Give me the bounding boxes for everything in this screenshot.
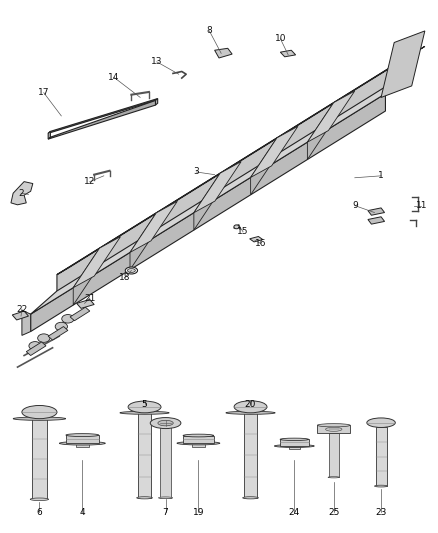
Polygon shape xyxy=(31,70,412,314)
Text: 7: 7 xyxy=(162,508,169,517)
Polygon shape xyxy=(155,99,158,105)
Bar xyxy=(244,413,257,498)
Text: 11: 11 xyxy=(416,201,427,210)
Ellipse shape xyxy=(128,401,161,413)
Bar xyxy=(280,439,309,446)
Ellipse shape xyxy=(243,497,258,499)
Bar xyxy=(192,443,205,447)
Ellipse shape xyxy=(150,417,181,429)
Bar xyxy=(138,413,151,498)
Text: 4: 4 xyxy=(80,508,85,517)
Ellipse shape xyxy=(317,424,350,427)
Ellipse shape xyxy=(177,441,220,445)
Polygon shape xyxy=(77,300,94,309)
Polygon shape xyxy=(48,327,68,340)
Ellipse shape xyxy=(274,445,314,447)
Text: 5: 5 xyxy=(141,400,148,408)
Polygon shape xyxy=(73,248,99,305)
Bar xyxy=(317,425,350,433)
Ellipse shape xyxy=(159,497,173,499)
Polygon shape xyxy=(381,31,425,98)
Polygon shape xyxy=(280,50,296,57)
Polygon shape xyxy=(368,217,385,224)
Text: 6: 6 xyxy=(36,508,42,517)
Bar xyxy=(376,427,387,486)
Ellipse shape xyxy=(55,322,67,331)
Bar xyxy=(183,435,214,443)
Ellipse shape xyxy=(234,401,267,413)
Ellipse shape xyxy=(62,314,74,323)
Ellipse shape xyxy=(183,434,214,437)
Text: 25: 25 xyxy=(328,508,339,517)
Bar xyxy=(32,419,47,499)
Text: 22: 22 xyxy=(16,305,28,313)
Ellipse shape xyxy=(280,438,308,441)
Polygon shape xyxy=(48,132,50,139)
Polygon shape xyxy=(31,94,385,332)
Ellipse shape xyxy=(325,427,342,431)
Text: 3: 3 xyxy=(193,167,199,176)
Text: 19: 19 xyxy=(193,508,204,517)
Bar xyxy=(329,433,339,478)
Polygon shape xyxy=(194,173,220,230)
Ellipse shape xyxy=(30,498,49,500)
Ellipse shape xyxy=(158,421,173,426)
Ellipse shape xyxy=(66,434,99,437)
Polygon shape xyxy=(22,310,31,335)
Text: 14: 14 xyxy=(108,73,120,82)
Polygon shape xyxy=(250,237,263,242)
Text: 15: 15 xyxy=(237,228,249,236)
Polygon shape xyxy=(48,100,155,139)
Ellipse shape xyxy=(22,406,57,419)
Text: 8: 8 xyxy=(206,27,212,35)
Polygon shape xyxy=(368,208,385,215)
Polygon shape xyxy=(215,49,232,58)
Bar xyxy=(160,427,171,498)
Text: 23: 23 xyxy=(375,508,387,517)
Polygon shape xyxy=(48,99,158,133)
Text: 2: 2 xyxy=(18,189,24,198)
Ellipse shape xyxy=(125,267,138,274)
Bar xyxy=(76,443,89,447)
Text: 1: 1 xyxy=(378,171,384,180)
Ellipse shape xyxy=(13,417,66,421)
Polygon shape xyxy=(251,126,298,177)
Polygon shape xyxy=(11,182,33,205)
Ellipse shape xyxy=(374,485,388,487)
Text: 10: 10 xyxy=(275,34,286,43)
Ellipse shape xyxy=(38,334,50,342)
Text: 18: 18 xyxy=(119,273,131,282)
Polygon shape xyxy=(194,161,241,213)
Ellipse shape xyxy=(137,497,152,499)
Text: 16: 16 xyxy=(255,239,266,248)
Bar xyxy=(289,446,300,449)
Text: 21: 21 xyxy=(84,294,95,303)
Polygon shape xyxy=(251,138,277,195)
Polygon shape xyxy=(26,342,46,356)
Text: 12: 12 xyxy=(84,177,95,186)
Text: 20: 20 xyxy=(245,400,256,408)
Ellipse shape xyxy=(367,418,395,427)
Polygon shape xyxy=(307,91,355,142)
Text: 24: 24 xyxy=(289,508,300,517)
Polygon shape xyxy=(57,54,412,292)
Ellipse shape xyxy=(120,411,169,414)
Ellipse shape xyxy=(127,269,135,272)
Polygon shape xyxy=(70,307,90,321)
Text: 13: 13 xyxy=(151,58,162,66)
Ellipse shape xyxy=(226,411,275,414)
Ellipse shape xyxy=(234,225,239,229)
Text: 17: 17 xyxy=(38,88,49,97)
Polygon shape xyxy=(12,311,28,320)
Bar xyxy=(66,435,99,443)
Polygon shape xyxy=(57,46,425,274)
Ellipse shape xyxy=(29,342,41,350)
Polygon shape xyxy=(130,201,177,253)
Ellipse shape xyxy=(59,441,105,445)
Polygon shape xyxy=(73,237,120,288)
Ellipse shape xyxy=(328,477,339,478)
Polygon shape xyxy=(307,103,334,159)
Text: 9: 9 xyxy=(352,201,358,210)
Polygon shape xyxy=(130,213,156,270)
